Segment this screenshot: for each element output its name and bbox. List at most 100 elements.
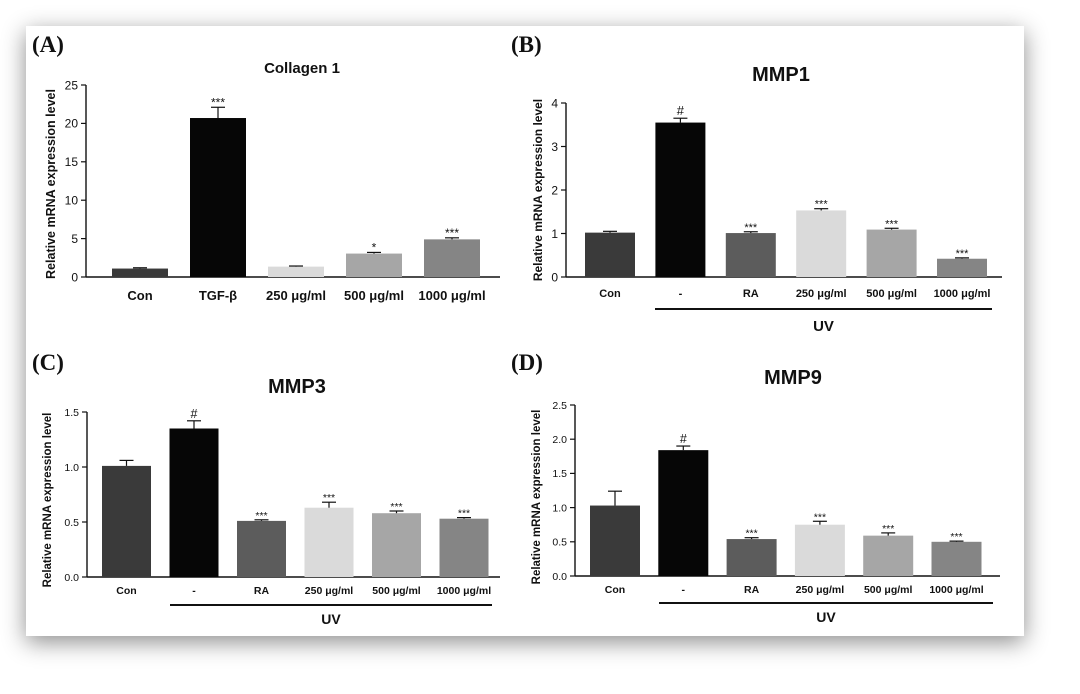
- panel-c-bar: [169, 428, 219, 577]
- panel-c-bar: [102, 465, 151, 577]
- panel-c-y-tick-label: 1.5: [64, 407, 79, 419]
- panel-a-y-tick-label: 15: [65, 155, 79, 169]
- panel-c-label: (C): [32, 350, 64, 375]
- panel-d-bar: [863, 535, 914, 576]
- panel-b-plot: 0 1 2 3 4 Con # - *** RA *** 250 μg/ml *** 500 μg/ml *…: [551, 96, 1002, 335]
- panel-b-category-label: 500 μg/ml: [866, 288, 917, 300]
- panel-b-y-tick-label: 2: [551, 183, 558, 197]
- panel-d-significance-label: #: [680, 432, 687, 446]
- panel-c-category-label: 250 μg/ml: [305, 585, 354, 597]
- panel-d-ylabel: Relative mRNA expression level: [531, 410, 543, 585]
- panel-b-group-label: UV: [813, 318, 834, 335]
- panel-a-bar: [424, 239, 480, 277]
- panel-a-title: Collagen 1: [264, 60, 340, 77]
- panel-a-ylabel: Relative mRNA expression level: [44, 89, 58, 279]
- panel-c-title: MMP3: [268, 376, 326, 398]
- panel-d-bar: [794, 524, 845, 576]
- panel-b-bar: [585, 232, 635, 277]
- panel-d-bar: [658, 450, 709, 576]
- panel-b-y-tick-label: 3: [551, 140, 558, 154]
- panel-b-significance-label: ***: [885, 218, 899, 230]
- panel-c-plot: 0.0 0.5 1.0 1.5 Con # - *** RA *** 250 μg/ml *** 500…: [64, 407, 500, 627]
- panel-d-bar: [726, 539, 777, 576]
- panel-c-bar: [304, 507, 354, 577]
- panel-d-category-label: Con: [605, 584, 625, 596]
- panel-c-significance-label: ***: [390, 501, 402, 513]
- panel-c-category-label: 1000 μg/ml: [437, 585, 491, 597]
- panel-d-y-tick-label: 1.5: [552, 468, 567, 480]
- panel-a-category-label: Con: [127, 288, 152, 303]
- panel-a-y-tick-label: 0: [71, 270, 78, 284]
- panel-b: (B) MMP1 Relative mRNA expression level …: [511, 32, 1002, 335]
- panel-a-label: (A): [32, 32, 64, 57]
- panel-d-y-tick-label: 0.5: [552, 537, 567, 549]
- panel-c-category-label: RA: [254, 585, 270, 597]
- panel-b-significance-label: ***: [956, 248, 970, 260]
- panel-a-significance-label: *: [372, 240, 377, 254]
- panel-a-category-label: 1000 μg/ml: [418, 288, 485, 303]
- panel-c-group-label: UV: [321, 611, 341, 627]
- panel-b-bar: [655, 122, 706, 277]
- panel-b-significance-label: ***: [815, 199, 829, 211]
- panel-d-bar: [590, 505, 640, 576]
- panel-d-significance-label: ***: [745, 528, 757, 540]
- panel-b-category-label: Con: [599, 288, 621, 300]
- panel-a-bar: [346, 253, 402, 277]
- panel-d-y-tick-label: 1.0: [552, 502, 567, 514]
- panel-a-category-label: TGF-β: [199, 288, 237, 303]
- panel-d-label: (D): [511, 350, 543, 375]
- panel-a-y-tick-label: 25: [65, 78, 79, 92]
- panel-a-category-label: 250 μg/ml: [266, 288, 326, 303]
- panel-d: (D) MMP9 Relative mRNA expression level …: [511, 350, 1000, 625]
- panel-b-significance-label: ***: [744, 222, 758, 234]
- panel-b-category-label: RA: [743, 288, 759, 300]
- panel-b-bar: [725, 233, 776, 277]
- panel-d-category-label: 500 μg/ml: [864, 584, 913, 596]
- panel-d-category-label: -: [682, 584, 686, 596]
- panel-c-y-tick-label: 1.0: [64, 462, 79, 474]
- panel-d-plot: 0.0 0.5 1.0 1.5 2.0 2.5 Con # - *** RA *** 250 μg/ml…: [552, 400, 1000, 625]
- panel-c-category-label: -: [192, 585, 196, 597]
- panel-d-bar: [931, 541, 982, 576]
- panel-b-category-label: 1000 μg/ml: [934, 288, 991, 300]
- panel-b-y-tick-label: 1: [551, 227, 558, 241]
- panel-a: (A) Collagen 1 Relative mRNA expression …: [32, 32, 500, 303]
- panel-b-y-tick-label: 0: [551, 270, 558, 284]
- panel-b-y-tick-label: 4: [551, 96, 558, 110]
- panel-a-bar: [268, 266, 324, 277]
- panel-c-y-tick-label: 0.0: [64, 572, 79, 584]
- panel-c-significance-label: ***: [255, 510, 267, 522]
- panel-a-y-tick-label: 20: [65, 117, 79, 131]
- panel-d-title: MMP9: [764, 367, 822, 389]
- panel-d-significance-label: ***: [814, 511, 826, 523]
- panel-d-y-tick-label: 0.0: [552, 571, 567, 583]
- panel-d-category-label: 250 μg/ml: [796, 584, 845, 596]
- panel-b-category-label: 250 μg/ml: [796, 288, 847, 300]
- panel-d-y-tick-label: 2.5: [552, 400, 567, 412]
- panel-c-category-label: 500 μg/ml: [372, 585, 421, 597]
- panel-d-category-label: RA: [744, 584, 760, 596]
- panel-a-significance-label: ***: [211, 95, 225, 109]
- panel-a-plot: 0 5 10 15 20 25 Con *** TGF-β 250 μg/ml * 500 μg/ml…: [65, 78, 500, 303]
- panel-a-bar: [190, 118, 246, 277]
- panel-c-ylabel: Relative mRNA expression level: [42, 413, 54, 588]
- panel-d-group-label: UV: [816, 609, 836, 625]
- panel-b-bar: [866, 229, 917, 277]
- panel-a-category-label: 500 μg/ml: [344, 288, 404, 303]
- panel-c-significance-label: #: [191, 407, 198, 421]
- panel-b-category-label: -: [679, 288, 683, 300]
- panel-b-ylabel: Relative mRNA expression level: [531, 99, 545, 281]
- panel-a-y-tick-label: 10: [65, 194, 79, 208]
- panel-a-y-tick-label: 5: [71, 232, 78, 246]
- panel-b-significance-label: #: [677, 103, 685, 118]
- panel-d-y-tick-label: 2.0: [552, 434, 567, 446]
- panel-b-label: (B): [511, 32, 542, 57]
- panel-a-bar: [112, 268, 168, 277]
- panel-d-significance-label: ***: [882, 523, 894, 535]
- panel-c-significance-label: ***: [458, 508, 470, 520]
- panel-c-bar: [372, 513, 421, 577]
- panel-c-bar: [439, 518, 489, 577]
- panel-a-significance-label: ***: [445, 226, 459, 240]
- panel-b-bar: [796, 210, 847, 277]
